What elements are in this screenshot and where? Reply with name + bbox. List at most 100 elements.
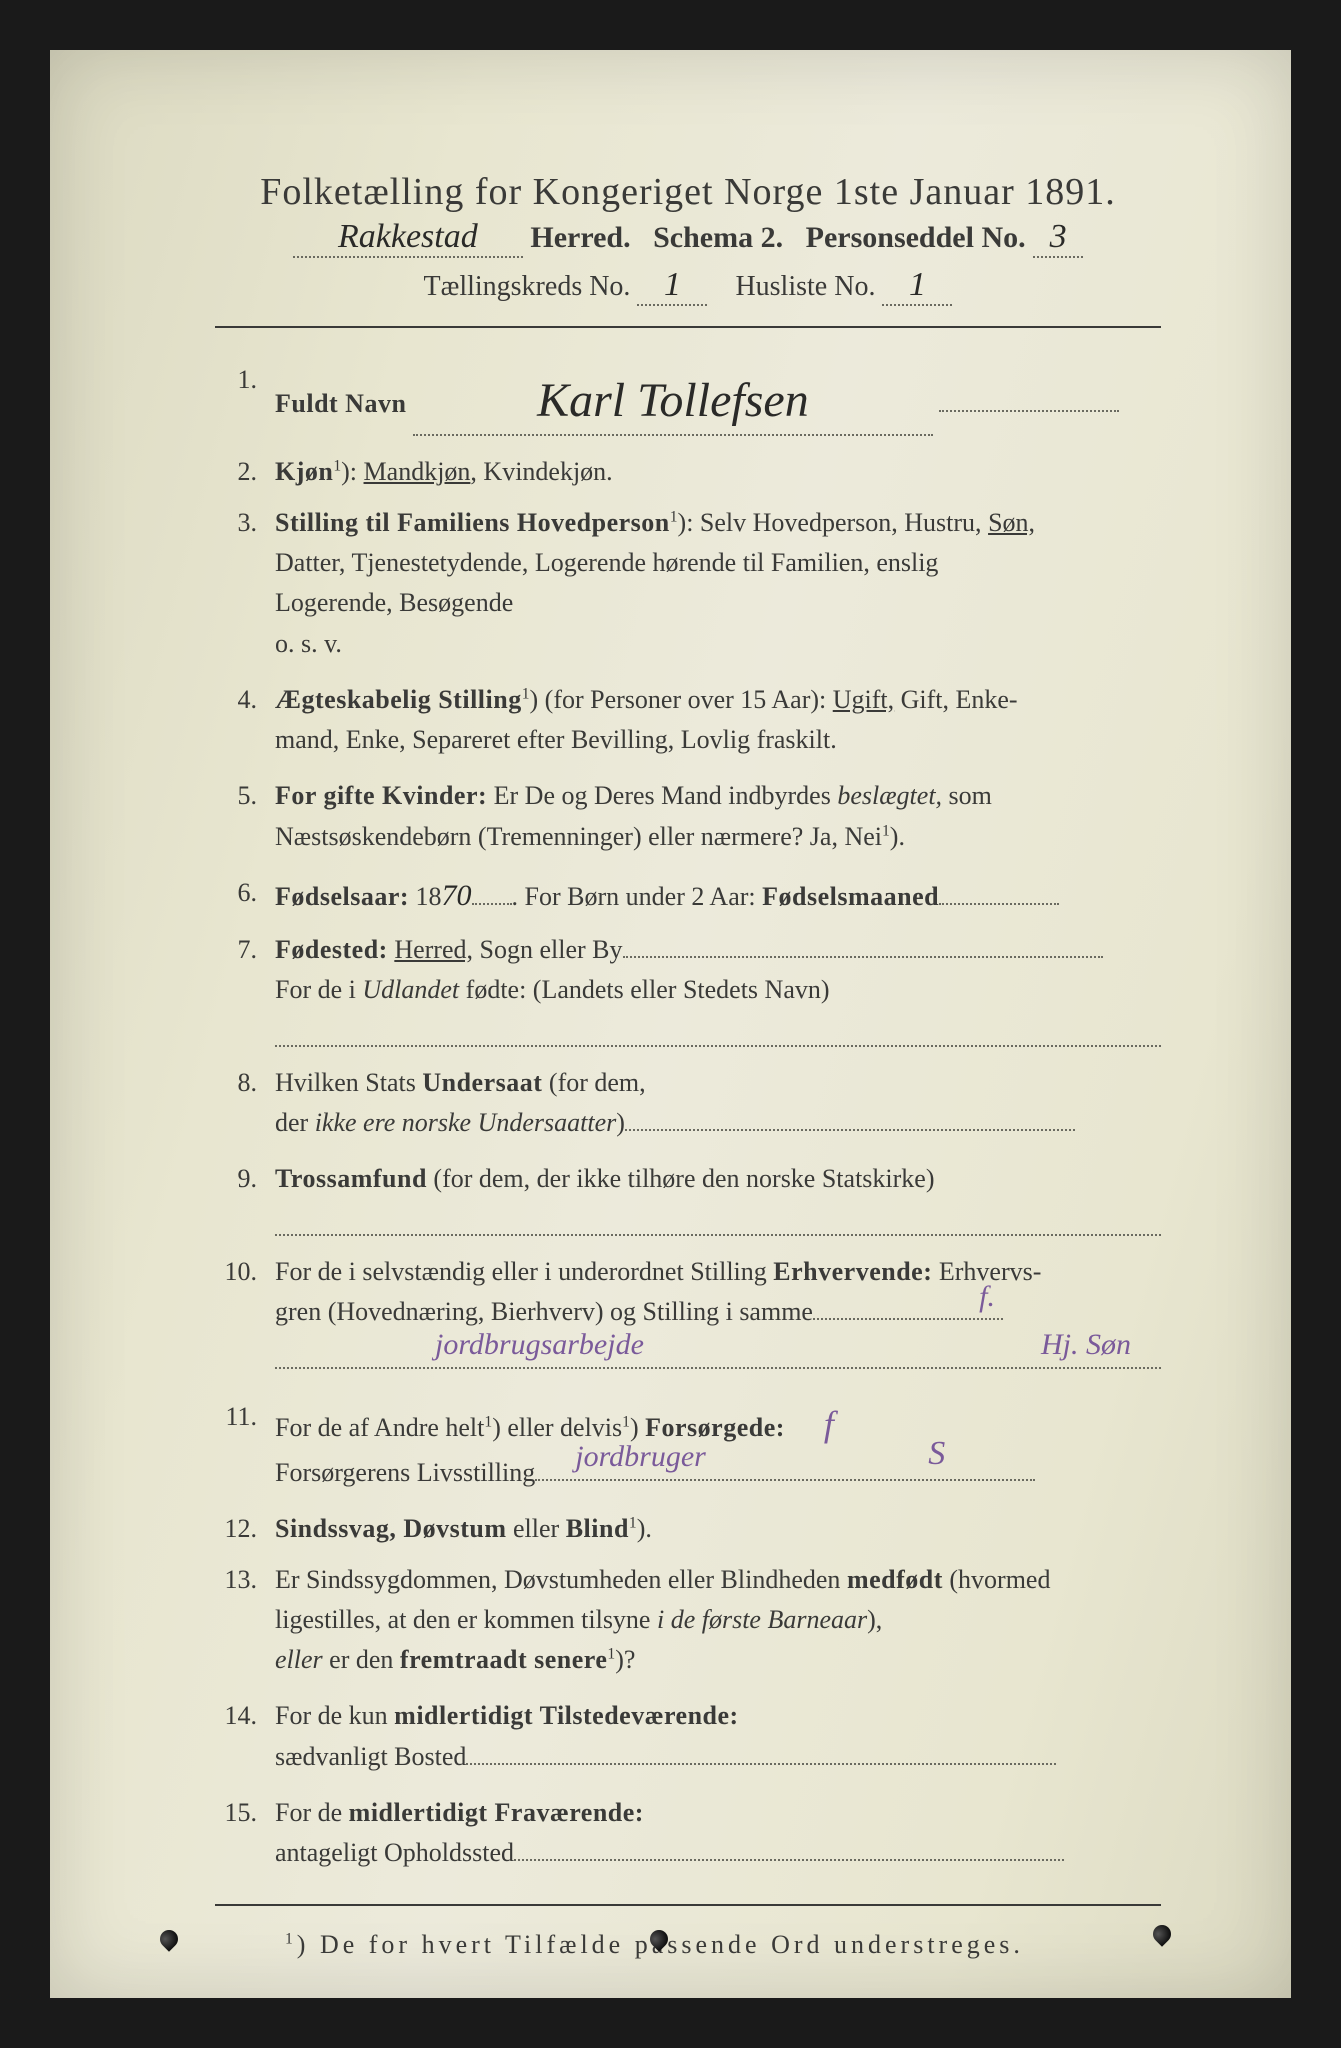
row-6: 6. Fødselsaar: 1870. For Børn under 2 Aa… — [215, 873, 1161, 920]
text: ) (for Personer over 15 Aar): — [530, 685, 833, 714]
pin-icon — [156, 1926, 181, 1951]
row-9: 9. Trossamfund (for dem, der ikke tilhør… — [215, 1159, 1161, 1236]
text: For de i — [275, 975, 362, 1004]
row-num: 6. — [215, 873, 275, 913]
dots-fill — [939, 903, 1059, 905]
tail: ). — [890, 822, 905, 851]
text: som — [942, 781, 992, 810]
field-label: medfødt — [847, 1565, 943, 1594]
row-body: Er Sindssygdommen, Døvstumheden eller Bl… — [275, 1560, 1161, 1681]
text: eller — [507, 1514, 566, 1543]
dots-fill: jordbruger S — [535, 1479, 1035, 1481]
tail: ). — [637, 1514, 652, 1543]
header-line-2: Rakkestad Herred. Schema 2. Personseddel… — [215, 218, 1161, 258]
footnote: 1) De for hvert Tilfælde passende Ord un… — [285, 1930, 1161, 1960]
row-body: For de midlertidigt Fraværende: antageli… — [275, 1793, 1161, 1874]
continuation: sædvanligt Bosted — [275, 1742, 466, 1771]
italic-text: ikke ere norske Undersaatter — [315, 1108, 617, 1137]
text: (for dem, der ikke tilhøre den norske St… — [427, 1164, 935, 1193]
dots-fill — [472, 903, 512, 905]
dots-fill — [466, 1763, 1056, 1765]
continuation: antageligt Opholdssted — [275, 1838, 514, 1867]
dots-line — [275, 1199, 1161, 1235]
tail: )? — [615, 1645, 635, 1674]
row-body: Fødested: Herred, Sogn eller By For de i… — [275, 930, 1161, 1047]
row-2: 2. Kjøn1): Mandkjøn, Kvindekjøn. — [215, 452, 1161, 492]
row-num: 9. — [215, 1159, 275, 1199]
selected-option: Ugift, — [833, 685, 894, 714]
row-body: Fødselsaar: 1870. For Børn under 2 Aar: … — [275, 873, 1161, 920]
selected-option: Søn, — [988, 508, 1035, 537]
year-prefix: 18 — [409, 882, 442, 911]
herred-field: Rakkestad — [293, 218, 523, 258]
footnote-ref: 1 — [522, 685, 530, 702]
selected-option: Mandkjøn — [364, 457, 471, 486]
row-15: 15. For de midlertidigt Fraværende: anta… — [215, 1793, 1161, 1874]
row-14: 14. For de kun midlertidigt Tilstedevære… — [215, 1696, 1161, 1777]
footnote-ref: 1 — [333, 458, 341, 475]
continuation: mand, Enke, Separeret efter Bevilling, L… — [275, 725, 837, 754]
herred-label: Herred. — [530, 221, 630, 254]
italic-text: beslægtet, — [837, 781, 942, 810]
occupation-handwritten: jordbrugsarbejde — [435, 1322, 644, 1369]
field-label: Stilling til Familiens Hovedperson — [275, 508, 670, 537]
dots-fill — [625, 1129, 1075, 1131]
name-field: Karl Tollefsen — [413, 360, 933, 436]
row-num: 14. — [215, 1696, 275, 1736]
italic-text: i de første Barneaar — [657, 1605, 867, 1634]
continuation: Datter, Tjenestetydende, Logerende høren… — [275, 548, 938, 577]
dots-fill: jordbrugsarbejde Hj. Søn — [275, 1332, 1161, 1368]
husliste-field: 1 — [882, 266, 952, 306]
text: Sogn eller By — [473, 935, 623, 964]
text: For de — [275, 1798, 349, 1827]
row-body: Hvilken Stats Undersaat (for dem, der ik… — [275, 1063, 1161, 1144]
row-13: 13. Er Sindssygdommen, Døvstumheden elle… — [215, 1560, 1161, 1681]
row-7: 7. Fødested: Herred, Sogn eller By For d… — [215, 930, 1161, 1047]
field-label: Ægteskabelig Stilling — [275, 685, 522, 714]
field-label: Kjøn — [275, 457, 333, 486]
row-body: Ægteskabelig Stilling1) (for Personer ov… — [275, 680, 1161, 761]
mark-handwritten: f — [824, 1404, 834, 1444]
dots-line — [275, 1010, 1161, 1046]
continuation: o. s. v. — [275, 629, 342, 658]
row-body: Kjøn1): Mandkjøn, Kvindekjøn. — [275, 452, 1161, 492]
personseddel-no: 3 — [1050, 218, 1067, 256]
text: (hvormed — [943, 1565, 1051, 1594]
full-name-handwritten: Karl Tollefsen — [537, 364, 809, 438]
field-label: Sindssvag, Døvstum — [275, 1514, 507, 1543]
dots-fill — [623, 956, 1103, 958]
text: Er De og Deres Mand indbyrdes — [487, 781, 837, 810]
personseddel-field: 3 — [1033, 218, 1083, 258]
husliste-label: Husliste No. — [735, 271, 875, 302]
row-num: 10. — [215, 1252, 275, 1292]
taellingskreds-no: 1 — [664, 266, 681, 304]
herred-handwritten: Rakkestad — [338, 218, 478, 256]
text: For de i selvstændig eller i underordnet… — [275, 1257, 773, 1286]
text: For de kun — [275, 1701, 394, 1730]
row-body: For de kun midlertidigt Tilstedeværende:… — [275, 1696, 1161, 1777]
row-num: 13. — [215, 1560, 275, 1600]
husliste-no: 1 — [909, 266, 926, 304]
row-body: For de af Andre helt1) eller delvis1) Fo… — [275, 1397, 1161, 1493]
row-num: 5. — [215, 776, 275, 816]
text: (for dem, — [542, 1068, 645, 1097]
provider-occupation-handwritten: jordbruger — [575, 1434, 706, 1481]
main-title: Folketælling for Kongeriget Norge 1ste J… — [215, 170, 1161, 214]
continuation: Forsørgerens Livsstilling — [275, 1458, 535, 1487]
continuation: Logerende, Besøgende — [275, 588, 513, 617]
text: fødte: (Landets eller Stedets Navn) — [459, 975, 829, 1004]
header-line-3: Tællingskreds No. 1 Husliste No. 1 — [215, 266, 1161, 306]
row-8: 8. Hvilken Stats Undersaat (for dem, der… — [215, 1063, 1161, 1144]
text: Er Sindssygdommen, Døvstumheden eller Bl… — [275, 1565, 847, 1594]
row-5: 5. For gifte Kvinder: Er De og Deres Man… — [215, 776, 1161, 857]
taellingskreds-field: 1 — [637, 266, 707, 306]
row-num: 8. — [215, 1063, 275, 1103]
field-label-2: fremtraadt senere — [400, 1645, 608, 1674]
italic-text: eller — [275, 1645, 323, 1674]
birth-year-handwritten: 70 — [442, 873, 472, 920]
italic-text: Udlandet — [362, 975, 459, 1004]
text: der — [275, 1108, 315, 1137]
row-num: 7. — [215, 930, 275, 970]
row-body: For de i selvstændig eller i underordnet… — [275, 1252, 1161, 1381]
field-label-2: Blind — [566, 1514, 629, 1543]
